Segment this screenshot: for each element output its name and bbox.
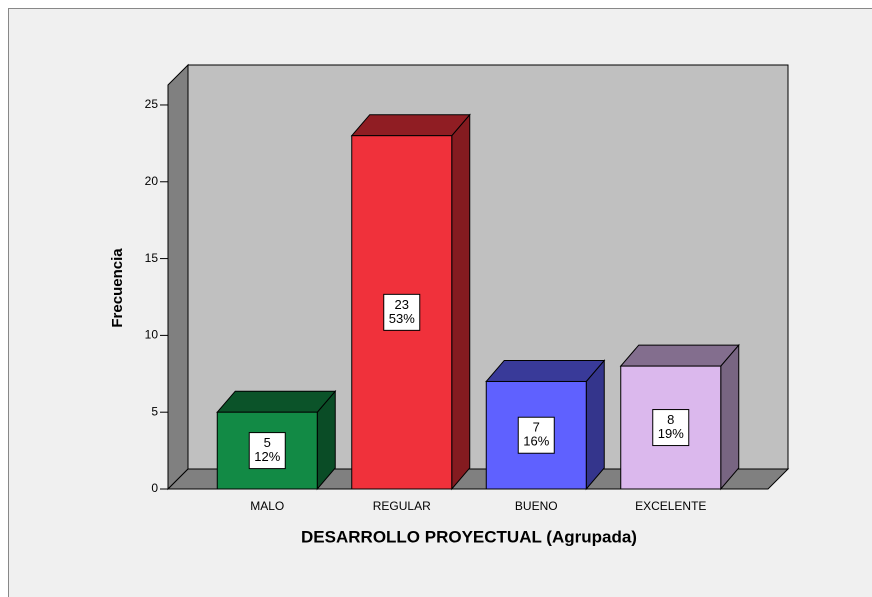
bar-side (585, 359, 605, 491)
y-axis-title: Frecuencia (109, 248, 126, 328)
data-label: 7 (533, 420, 540, 435)
bar-side (451, 113, 471, 491)
bar-top (350, 114, 471, 137)
bar (485, 359, 606, 491)
data-label: 5 (264, 435, 271, 450)
data-label-percent: 16% (523, 434, 549, 449)
data-label-percent: 53% (389, 311, 415, 326)
data-label-percent: 19% (658, 426, 684, 441)
y-tick-label: 25 (145, 97, 159, 111)
x-axis-title: DESARROLLO PROYECTUAL (Agrupada) (301, 527, 637, 546)
y-tick-label: 10 (145, 328, 159, 342)
x-tick-label: REGULAR (373, 499, 431, 513)
y-tick-label: 20 (145, 174, 159, 188)
y-tick-label: 5 (151, 404, 158, 418)
data-label-box (517, 416, 555, 454)
left-wall (167, 63, 189, 491)
data-label-box (652, 409, 690, 447)
data-label-box (248, 432, 286, 470)
x-tick-label: EXCELENTE (635, 499, 706, 513)
bar-top (485, 359, 606, 382)
x-tick-label: MALO (250, 499, 284, 513)
data-label-percent: 12% (254, 449, 280, 464)
data-label: 8 (667, 412, 674, 427)
bar-top (216, 390, 337, 413)
data-label: 23 (395, 297, 409, 312)
y-tick-label: 0 (151, 481, 158, 495)
data-label-box (383, 293, 421, 331)
x-tick-label: BUENO (515, 499, 558, 513)
bar-side (720, 343, 740, 491)
bar-top (619, 344, 740, 367)
y-tick-label: 15 (145, 251, 159, 265)
